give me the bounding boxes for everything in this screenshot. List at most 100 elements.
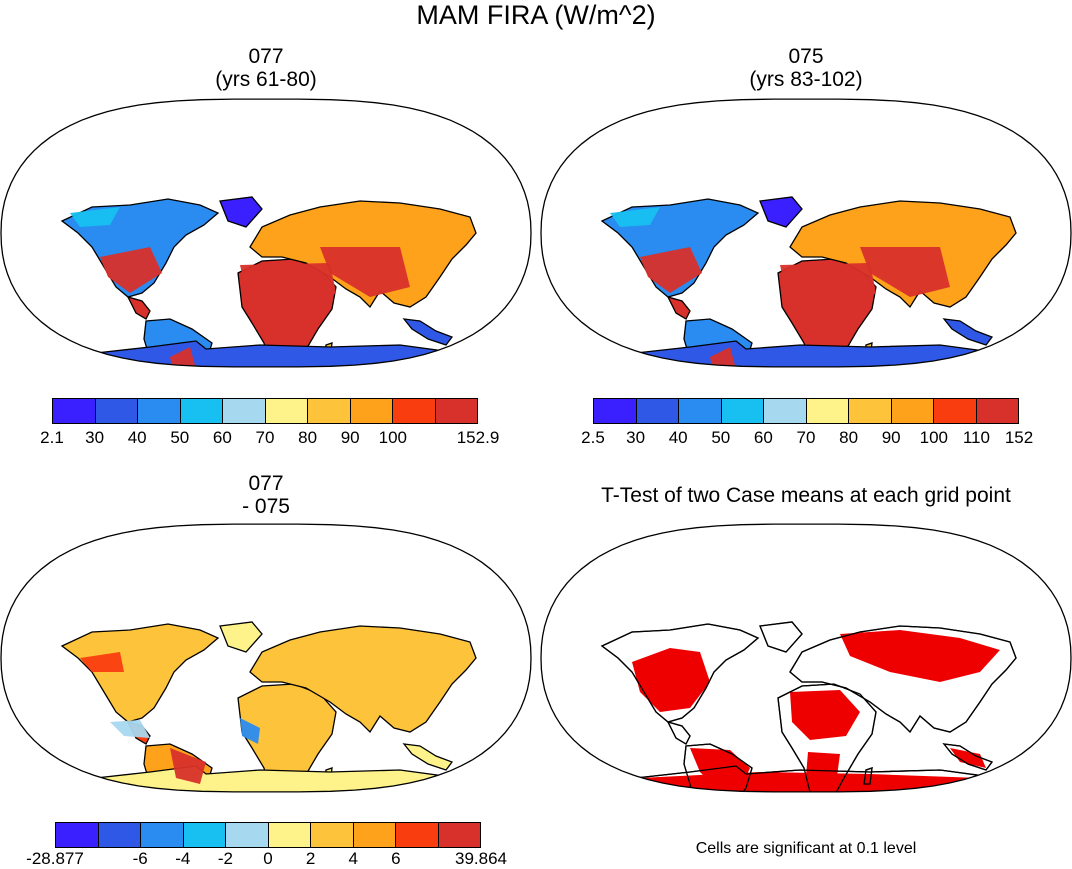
panel-title-line2: (yrs 61-80) bbox=[215, 68, 317, 91]
field-patch bbox=[110, 720, 150, 738]
colorbar-box bbox=[806, 399, 849, 423]
colorbar-tick-label: 110 bbox=[962, 428, 990, 447]
colorbar-tick-label: 100 bbox=[919, 428, 948, 447]
colorbar-difference bbox=[55, 822, 481, 848]
colorbar-tick-label: 70 bbox=[255, 428, 275, 447]
land-australia bbox=[431, 352, 491, 367]
field-patch bbox=[710, 347, 736, 367]
colorbar-tick-label: -4 bbox=[175, 849, 191, 868]
colorbar-box bbox=[976, 399, 1018, 423]
colorbar-075-labels: 2.5 30 40 50 60 70 80 90 100 110 152 bbox=[581, 428, 1033, 448]
colorbar-tick-label: 90 bbox=[340, 428, 360, 447]
land-eurasia bbox=[249, 625, 477, 734]
colorbar-box bbox=[435, 399, 477, 423]
field-patch bbox=[780, 263, 876, 319]
field-patch bbox=[70, 207, 120, 227]
coastline-camerica bbox=[666, 720, 691, 745]
land-greenland bbox=[219, 196, 263, 228]
colorbar-box bbox=[268, 823, 311, 847]
map-boundary bbox=[0, 98, 532, 368]
main-title: MAM FIRA (W/m^2) bbox=[416, 0, 656, 30]
land-indonesia bbox=[942, 318, 994, 346]
colorbar-box bbox=[223, 399, 266, 423]
field-patch bbox=[440, 790, 482, 792]
panel-title-diff: 077 - 075 bbox=[134, 472, 398, 518]
field-patch bbox=[320, 247, 410, 297]
land-greenland bbox=[219, 621, 263, 653]
field-patch bbox=[240, 263, 336, 319]
colorbar-box bbox=[891, 399, 934, 423]
colorbar-tick-label: 152.9 bbox=[456, 428, 500, 447]
colorbar-tick-label: 2.1 bbox=[40, 428, 64, 447]
coastline-antarctica bbox=[633, 765, 986, 792]
colorbar-tick-label: 40 bbox=[668, 428, 688, 447]
colorbar-box bbox=[141, 823, 184, 847]
field-patch bbox=[170, 748, 206, 784]
significance-note: Cells are significant at 0.1 level bbox=[695, 840, 917, 857]
colorbar-075 bbox=[593, 398, 1019, 424]
panel-title-077: 077 (yrs 61-80) bbox=[134, 45, 398, 91]
colorbar-tick-label: 60 bbox=[753, 428, 773, 447]
map-ttest-significance bbox=[540, 523, 1072, 793]
map-075 bbox=[540, 98, 1072, 368]
field-patch bbox=[610, 207, 660, 227]
colorbar-box bbox=[350, 399, 393, 423]
map-077 bbox=[0, 98, 532, 368]
field-patch bbox=[80, 652, 124, 672]
significant-cells bbox=[840, 630, 1000, 682]
panel-title-line1: 077 bbox=[248, 472, 284, 495]
coastline-australia bbox=[971, 777, 1031, 792]
coastline-indonesia bbox=[942, 743, 994, 771]
map-boundary bbox=[540, 523, 1072, 793]
colorbar-box bbox=[311, 823, 354, 847]
coastline-eurasia bbox=[789, 625, 1017, 734]
field-patch bbox=[170, 347, 196, 367]
colorbar-box bbox=[353, 823, 396, 847]
significant-cells bbox=[790, 690, 860, 740]
colorbar-box bbox=[393, 399, 436, 423]
colorbar-box bbox=[56, 823, 99, 847]
land-australia bbox=[971, 352, 1031, 367]
colorbar-tick-label: 152 bbox=[1004, 428, 1034, 447]
colorbar-box bbox=[226, 823, 269, 847]
significant-cells bbox=[632, 648, 710, 712]
land-australia bbox=[431, 777, 491, 792]
map-boundary bbox=[540, 98, 1072, 368]
colorbar-box bbox=[764, 399, 807, 423]
colorbar-tick-label: 80 bbox=[839, 428, 859, 447]
colorbar-box bbox=[138, 399, 181, 423]
colorbar-box bbox=[636, 399, 679, 423]
colorbar-box bbox=[396, 823, 439, 847]
colorbar-difference-labels: -28.877 -6 -4 -2 0 2 4 6 39.864 bbox=[26, 849, 507, 869]
colorbar-tick-label: 2.5 bbox=[581, 428, 605, 447]
land-camerica bbox=[666, 295, 691, 320]
colorbar-tick-label: 6 bbox=[391, 849, 401, 868]
colorbar-box bbox=[679, 399, 722, 423]
field-patch bbox=[640, 247, 702, 293]
colorbar-tick-label: 50 bbox=[170, 428, 190, 447]
field-patch bbox=[860, 247, 950, 297]
colorbar-077 bbox=[52, 398, 478, 424]
significant-cells bbox=[972, 784, 1030, 792]
colorbar-box bbox=[183, 823, 226, 847]
coastline-madagascar bbox=[863, 767, 873, 785]
colorbar-box bbox=[308, 399, 351, 423]
colorbar-box bbox=[53, 399, 96, 423]
colorbar-box bbox=[934, 399, 977, 423]
colorbar-tick-label: -2 bbox=[217, 849, 233, 868]
colorbar-tick-label: 60 bbox=[212, 428, 232, 447]
land-indonesia bbox=[402, 318, 454, 346]
land-greenland bbox=[759, 196, 803, 228]
colorbar-tick-label: 50 bbox=[711, 428, 731, 447]
colorbar-tick-label: 4 bbox=[348, 849, 358, 868]
colorbar-tick-label: 70 bbox=[796, 428, 816, 447]
colorbar-box bbox=[438, 823, 480, 847]
panel-title-075: 075 (yrs 83-102) bbox=[674, 45, 938, 91]
colorbar-tick-label: 30 bbox=[626, 428, 646, 447]
panel-title-ttest: T-Test of two Case means at each grid po… bbox=[601, 484, 1011, 507]
colorbar-tick-label: 80 bbox=[298, 428, 318, 447]
coastline-namerica bbox=[600, 623, 760, 723]
field-patch bbox=[240, 718, 260, 744]
colorbar-box bbox=[594, 399, 637, 423]
colorbar-tick-label: 90 bbox=[881, 428, 901, 447]
